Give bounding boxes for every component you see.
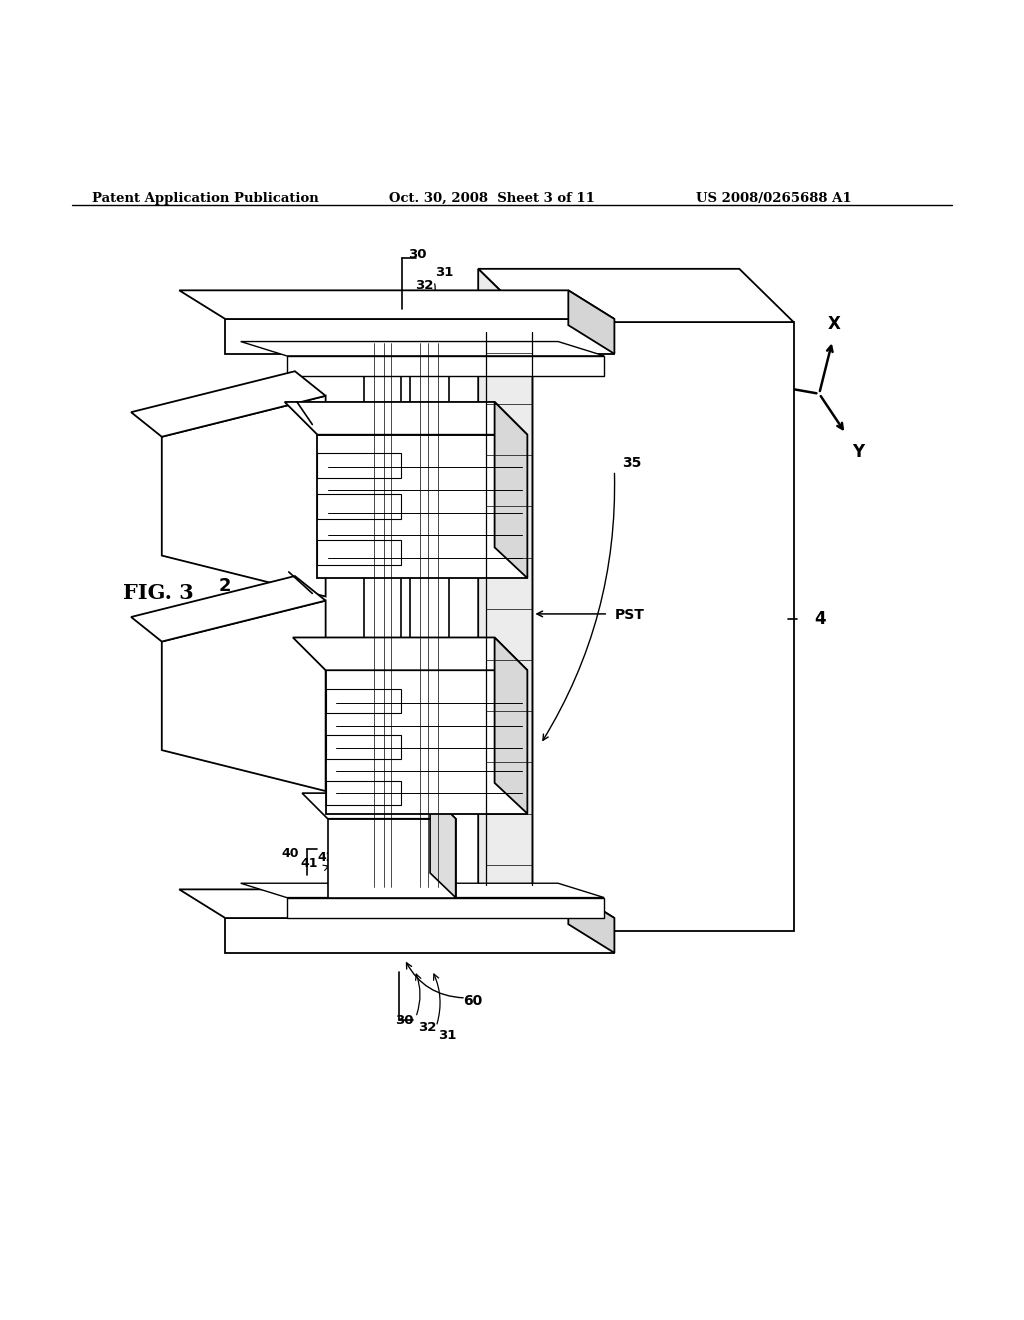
Text: 31: 31 (438, 1028, 457, 1041)
Text: Oct. 30, 2008  Sheet 3 of 11: Oct. 30, 2008 Sheet 3 of 11 (389, 191, 595, 205)
Text: US 2008/0265688 A1: US 2008/0265688 A1 (696, 191, 852, 205)
Polygon shape (131, 371, 326, 437)
Polygon shape (326, 671, 527, 813)
Text: 51: 51 (331, 896, 349, 908)
Polygon shape (179, 890, 614, 917)
Polygon shape (364, 333, 401, 898)
Polygon shape (532, 322, 794, 932)
Polygon shape (430, 793, 456, 898)
Polygon shape (241, 883, 604, 898)
Text: 2: 2 (219, 577, 231, 595)
Text: 40: 40 (282, 846, 299, 859)
Polygon shape (328, 818, 456, 898)
Polygon shape (287, 898, 604, 917)
Text: 60: 60 (286, 385, 304, 400)
Text: X: X (827, 314, 841, 333)
Polygon shape (162, 396, 326, 597)
Polygon shape (568, 290, 614, 354)
Polygon shape (302, 793, 456, 818)
Polygon shape (568, 890, 614, 953)
Text: Y: Y (852, 442, 864, 461)
Polygon shape (317, 494, 401, 519)
Polygon shape (162, 601, 326, 791)
Text: Z: Z (757, 375, 769, 393)
Polygon shape (326, 689, 401, 713)
Polygon shape (225, 319, 614, 354)
Polygon shape (326, 781, 401, 805)
Text: PST: PST (614, 609, 644, 622)
Polygon shape (317, 434, 527, 578)
Text: Patent Application Publication: Patent Application Publication (92, 191, 318, 205)
Polygon shape (293, 638, 527, 671)
Text: FIG. 3: FIG. 3 (123, 583, 194, 603)
Text: 30: 30 (409, 248, 427, 260)
Polygon shape (495, 638, 527, 813)
Text: 53: 53 (265, 558, 285, 573)
Polygon shape (317, 540, 401, 565)
Polygon shape (410, 333, 449, 898)
Polygon shape (326, 735, 401, 759)
Polygon shape (401, 326, 410, 341)
Polygon shape (285, 403, 527, 434)
Text: 31: 31 (435, 267, 454, 279)
Polygon shape (317, 453, 401, 478)
Polygon shape (478, 269, 794, 322)
Text: 35: 35 (623, 457, 642, 470)
Text: 60: 60 (464, 994, 482, 1008)
Text: 41: 41 (300, 857, 317, 870)
Text: 4: 4 (814, 610, 825, 628)
Polygon shape (225, 917, 614, 953)
Text: 42: 42 (317, 850, 335, 863)
Text: 32: 32 (415, 280, 433, 292)
Polygon shape (478, 269, 532, 932)
Text: 32: 32 (418, 1020, 436, 1034)
Polygon shape (495, 403, 527, 578)
Polygon shape (241, 342, 604, 356)
Text: 30: 30 (395, 1014, 414, 1027)
Polygon shape (287, 356, 604, 376)
Polygon shape (131, 576, 326, 642)
Polygon shape (401, 890, 410, 904)
Polygon shape (179, 290, 614, 319)
